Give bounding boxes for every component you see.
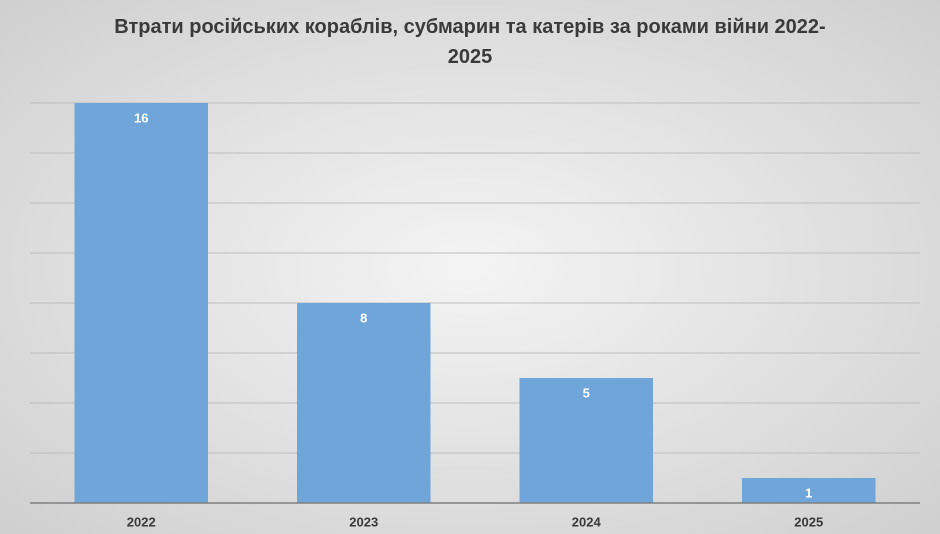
x-tick-label: 2025: [794, 514, 823, 529]
data-label: 1: [805, 485, 812, 500]
data-label: 5: [583, 385, 590, 400]
x-tick-label: 2024: [572, 514, 602, 529]
x-tick-label: 2023: [349, 514, 378, 529]
x-tick-label: 2022: [127, 514, 156, 529]
bar: [742, 478, 876, 503]
data-label: 8: [360, 310, 367, 325]
bar: [519, 378, 653, 503]
bar: [297, 303, 431, 503]
data-label: 16: [134, 110, 148, 125]
bar: [74, 103, 208, 503]
chart-title: Втрати російських кораблів, субмарин та …: [114, 16, 826, 68]
